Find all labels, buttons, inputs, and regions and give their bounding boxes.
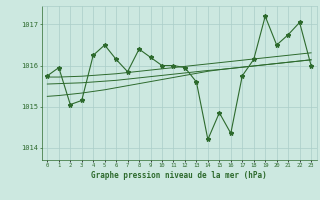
X-axis label: Graphe pression niveau de la mer (hPa): Graphe pression niveau de la mer (hPa): [91, 171, 267, 180]
